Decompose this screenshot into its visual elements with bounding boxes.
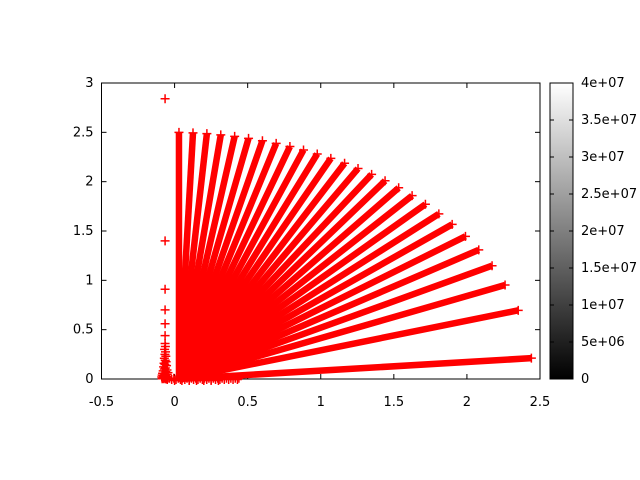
x-tick-label: 1.5: [383, 395, 404, 410]
ray: [178, 307, 519, 383]
ray-tip-marker: [271, 138, 281, 148]
ray-tip-marker: [367, 169, 377, 179]
colorbar-tick-label: 5e+06: [581, 335, 625, 350]
ray-tip-marker: [326, 153, 336, 163]
scatter-point: [160, 319, 170, 329]
ray-tip-marker: [340, 158, 350, 168]
x-tick-label: -0.5: [89, 395, 114, 410]
ray-tip-marker: [513, 305, 523, 315]
scatter-point: [232, 374, 242, 384]
ray-tip-marker: [244, 133, 254, 143]
x-tick-label: 1: [317, 395, 325, 410]
colorbar-tick-label: 4e+07: [581, 76, 625, 91]
ray-tip-marker: [420, 199, 430, 209]
scatter-point: [213, 375, 223, 385]
y-tick-label: 1: [85, 273, 93, 288]
ray-tip-marker: [353, 164, 363, 174]
ray-tip-marker: [526, 353, 536, 363]
ray-tip-marker: [312, 149, 322, 159]
scatter-point: [160, 94, 170, 104]
x-tick-label: 0: [170, 395, 178, 410]
x-tick-label: 0.5: [237, 395, 258, 410]
scatter-point: [160, 284, 170, 294]
y-tick-label: 0.5: [73, 323, 94, 338]
y-tick-label: 2.5: [73, 125, 94, 140]
ray-tip-marker: [500, 280, 510, 290]
ray-tip-marker: [188, 128, 198, 138]
ray: [177, 262, 494, 383]
y-tick-label: 3: [85, 76, 93, 91]
ray-tip-marker: [487, 261, 497, 271]
ray-tip-marker: [407, 191, 417, 201]
ray-tip-marker: [230, 131, 240, 141]
ray-tip-marker: [474, 245, 484, 255]
ray-tip-marker: [394, 183, 404, 193]
x-tick-label: 2.5: [530, 395, 551, 410]
ray-tip-marker: [434, 209, 444, 219]
ray-tip-marker: [447, 219, 457, 229]
ray-tip-marker: [202, 129, 212, 139]
ray: [178, 281, 506, 383]
scatter-point: [160, 331, 170, 341]
scatter-point: [160, 305, 170, 315]
colorbar-tick-label: 1e+07: [581, 298, 625, 313]
colorbar-tick-label: 0: [581, 372, 589, 387]
ray-tip-marker: [216, 130, 226, 140]
colorbar-tick-label: 1.5e+07: [581, 261, 637, 276]
scatter-point: [234, 373, 244, 383]
ray-tip-marker: [460, 231, 470, 241]
x-tick-label: 2: [463, 395, 471, 410]
scatter-point: [160, 236, 170, 246]
ray-tip-marker: [380, 176, 390, 186]
ray-tip-marker: [299, 145, 309, 155]
colorbar-tick-label: 2e+07: [581, 224, 625, 239]
ray-tip-marker: [257, 136, 267, 146]
ray-tip-marker: [285, 142, 295, 152]
y-tick-label: 1.5: [73, 224, 94, 239]
ray-tip-marker: [174, 127, 184, 137]
y-tick-label: 0: [85, 372, 93, 387]
colorbar-tick-label: 2.5e+07: [581, 187, 637, 202]
colorbar-tick-label: 3e+07: [581, 150, 625, 165]
colorbar-tick-label: 3.5e+07: [581, 113, 637, 128]
y-tick-label: 2: [85, 175, 93, 190]
